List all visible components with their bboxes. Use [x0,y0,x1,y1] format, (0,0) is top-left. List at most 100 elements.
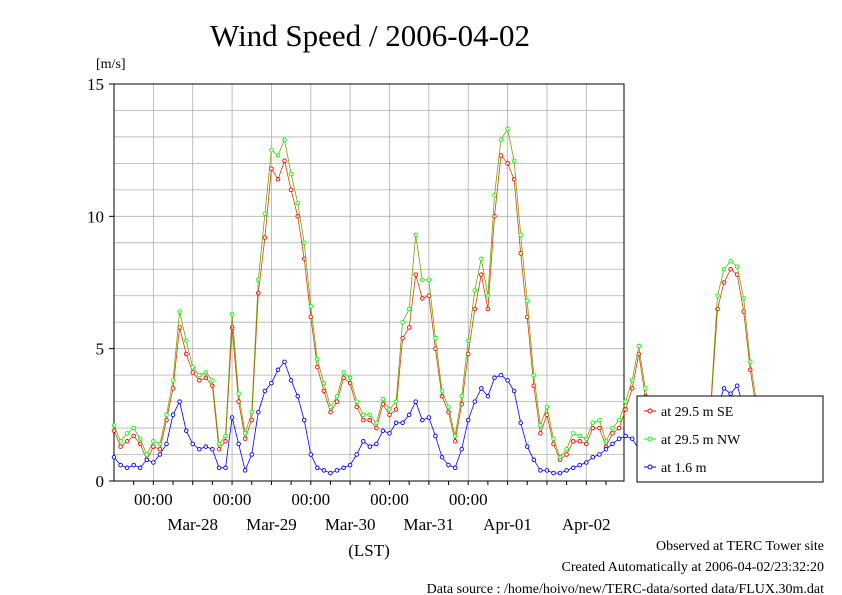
data-point [610,441,615,447]
data-point [203,370,209,375]
data-point [197,372,202,378]
data-point [452,439,458,444]
data-point [131,433,136,439]
data-point [380,396,386,402]
x-tick-date-label: Mar-30 [325,515,376,534]
legend-marker [647,408,653,414]
data-point [374,420,379,426]
data-point [223,465,228,471]
data-point [538,431,543,436]
data-point [242,468,248,473]
data-point [157,446,163,452]
data-point [524,444,530,449]
x-tick-date-label: Mar-28 [167,515,218,534]
series-layer [111,126,766,476]
data-point [210,446,215,452]
data-point [616,425,622,431]
data-point [374,441,379,447]
data-point [492,375,497,381]
data-point [236,441,241,447]
data-point [334,394,340,399]
data-point [380,428,386,433]
legend-label: at 29.5 m NW [661,433,741,448]
data-point [157,441,163,447]
data-point [459,394,464,399]
data-point [465,338,471,343]
data-point [551,436,556,441]
data-point [328,470,333,476]
data-point [295,214,300,219]
data-point [623,399,628,404]
data-point [629,386,635,391]
data-point [643,386,648,391]
x-tick-date-label: Mar-29 [246,515,297,534]
data-point [518,420,523,426]
data-point [400,420,405,426]
data-point [229,312,235,317]
legend-box [636,395,824,483]
x-tick-date-label: Apr-02 [562,515,611,534]
data-point [505,126,510,132]
data-point [275,177,281,182]
data-point [328,409,333,415]
footer-site: Observed at TERC Tower site [656,539,824,554]
legend-marker [647,436,653,442]
data-point [715,293,720,298]
data-point [131,425,136,431]
data-point [570,465,576,471]
data-point [413,399,418,404]
data-point [308,452,314,457]
data-point [256,277,261,283]
data-point [164,441,169,447]
data-point [629,378,635,383]
data-point [426,415,432,420]
data-point [137,436,143,441]
data-point [157,452,163,457]
chart-title: Wind Speed / 2006-04-02 [210,18,530,53]
data-point [603,439,609,444]
data-point [433,433,438,439]
data-point [584,441,589,447]
data-point [406,306,412,312]
data-point [406,325,412,330]
data-point [328,404,333,410]
data-point [242,431,248,436]
data-point [505,378,510,383]
data-point [242,436,248,441]
x-tick-time-label: 00:00 [213,490,252,509]
data-point [361,439,366,444]
data-point [170,412,176,418]
data-point [347,462,353,468]
data-point [262,388,268,394]
data-point [531,372,537,378]
data-point [610,425,615,431]
data-point [577,462,582,468]
data-point [295,394,300,399]
data-point [485,306,491,312]
data-point [479,272,484,277]
data-point [177,399,182,404]
data-point [465,417,471,423]
data-point [446,462,451,468]
data-point [249,417,254,423]
data-point [741,296,746,301]
data-point [367,417,373,423]
data-point [170,378,176,383]
data-point [459,446,464,452]
data-point [406,412,412,418]
data-point [413,232,418,238]
data-point [223,439,228,444]
data-point [734,383,740,388]
data-point [492,192,497,198]
footer-created: Created Automatically at 2006-04-02/23:3… [562,560,824,575]
data-point [151,444,156,449]
data-point [367,444,373,449]
data-point [288,378,294,383]
data-point [590,420,596,426]
data-point [597,417,602,423]
data-point [341,465,346,471]
data-point [315,364,320,370]
data-point [564,452,569,457]
x-tick-time-label: 00:00 [370,490,409,509]
data-point [439,454,445,460]
